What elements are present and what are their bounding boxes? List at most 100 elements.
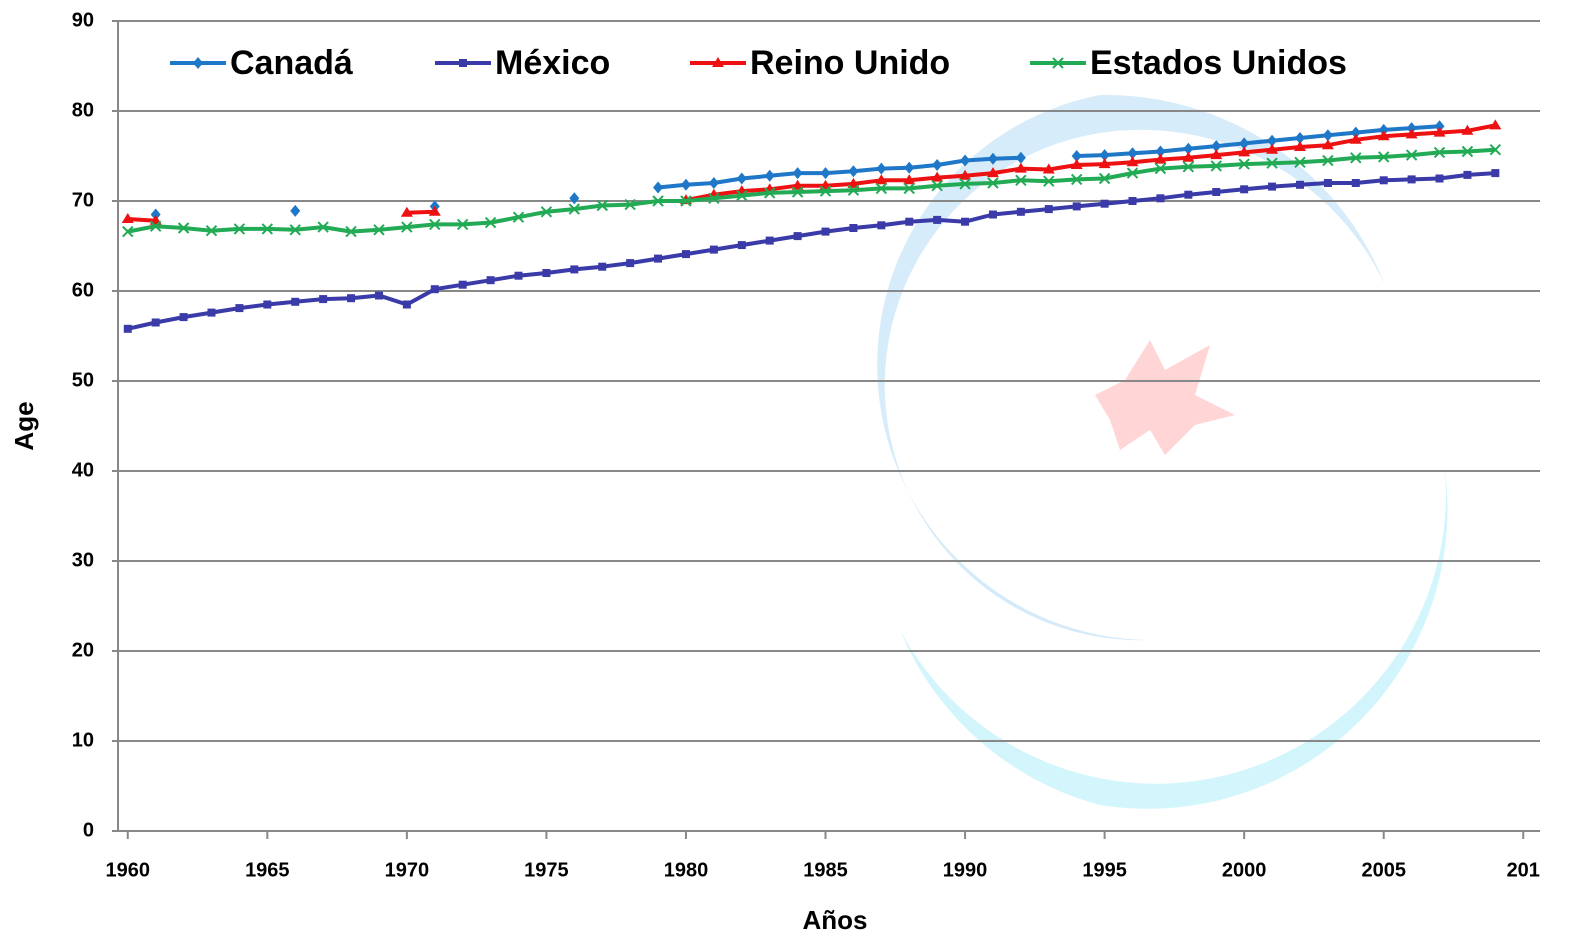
marker xyxy=(1433,126,1446,137)
marker xyxy=(847,177,860,188)
series xyxy=(122,143,1502,238)
x-tick-label: 1960 xyxy=(106,859,151,881)
marker xyxy=(569,192,580,205)
marker xyxy=(1015,174,1027,187)
y-tick-label: 0 xyxy=(83,819,94,841)
legend-item: México xyxy=(435,44,610,82)
marker xyxy=(709,245,718,254)
marker xyxy=(792,167,803,180)
marker xyxy=(1435,174,1444,183)
marker xyxy=(373,224,385,236)
x-tick-label: 1965 xyxy=(245,859,290,881)
marker xyxy=(1350,126,1361,139)
legend-label: Estados Unidos xyxy=(1090,44,1347,82)
marker xyxy=(877,221,886,230)
y-tick-label: 40 xyxy=(72,459,94,481)
marker xyxy=(596,199,608,212)
marker xyxy=(1184,190,1193,199)
marker xyxy=(123,324,132,333)
y-axis-title: Age xyxy=(9,401,39,450)
legend-item: Estados Unidos xyxy=(1030,44,1347,82)
marker xyxy=(1155,145,1166,158)
marker xyxy=(1294,156,1306,169)
marker xyxy=(1238,158,1250,170)
marker xyxy=(932,159,943,171)
series xyxy=(123,169,1500,333)
marker xyxy=(626,259,635,268)
marker xyxy=(512,211,525,223)
marker xyxy=(345,225,357,238)
marker xyxy=(1126,167,1139,179)
marker xyxy=(1268,182,1277,191)
marker xyxy=(261,223,274,235)
marker xyxy=(401,221,413,233)
marker xyxy=(1182,161,1195,173)
marker xyxy=(1016,207,1025,216)
marker xyxy=(1183,142,1194,155)
marker xyxy=(905,217,914,226)
marker xyxy=(1015,151,1026,164)
marker xyxy=(1322,154,1334,167)
marker xyxy=(289,224,301,236)
marker xyxy=(1128,197,1137,205)
marker xyxy=(847,184,860,196)
marker xyxy=(1014,162,1027,173)
marker xyxy=(988,210,997,219)
marker xyxy=(1377,130,1390,141)
marker xyxy=(708,177,719,189)
marker xyxy=(1098,158,1111,169)
legend-item: Canadá xyxy=(170,44,353,82)
y-tick-label: 30 xyxy=(72,549,94,571)
marker xyxy=(456,218,469,231)
marker xyxy=(1323,179,1332,187)
marker xyxy=(819,185,832,197)
marker xyxy=(263,300,272,309)
marker xyxy=(875,182,888,195)
series-line xyxy=(127,171,1496,331)
marker xyxy=(1052,57,1064,69)
marker xyxy=(681,250,690,259)
marker xyxy=(179,313,188,322)
marker xyxy=(959,169,972,180)
marker xyxy=(290,204,301,217)
marker xyxy=(1350,152,1362,164)
marker xyxy=(428,205,441,216)
x-tick-label: 1975 xyxy=(524,859,569,881)
marker xyxy=(1098,172,1111,185)
marker xyxy=(1267,134,1278,147)
marker xyxy=(291,297,300,306)
marker xyxy=(484,216,497,229)
marker xyxy=(848,165,859,178)
marker xyxy=(654,254,663,263)
marker xyxy=(1043,175,1055,187)
marker xyxy=(933,215,942,224)
marker xyxy=(1238,146,1251,157)
marker xyxy=(570,265,579,274)
marker xyxy=(680,195,692,207)
marker xyxy=(1127,147,1138,160)
legend-label: México xyxy=(495,44,610,82)
marker xyxy=(235,304,244,313)
marker xyxy=(1489,119,1502,130)
marker xyxy=(1154,162,1167,175)
marker xyxy=(1407,175,1416,184)
marker xyxy=(652,195,664,207)
marker xyxy=(931,171,944,182)
marker xyxy=(1072,202,1081,211)
marker xyxy=(568,203,581,215)
marker xyxy=(598,262,607,271)
marker xyxy=(402,300,411,309)
marker xyxy=(931,179,943,192)
marker xyxy=(708,192,720,205)
marker xyxy=(1182,151,1195,162)
marker xyxy=(1071,150,1082,162)
marker xyxy=(903,174,916,185)
marker xyxy=(763,187,776,199)
marker xyxy=(736,172,747,185)
marker xyxy=(1266,157,1278,169)
legend-item: Reino Unido xyxy=(690,44,950,82)
x-tick-label: 1995 xyxy=(1082,859,1127,881)
marker xyxy=(987,177,999,189)
marker xyxy=(680,178,691,191)
